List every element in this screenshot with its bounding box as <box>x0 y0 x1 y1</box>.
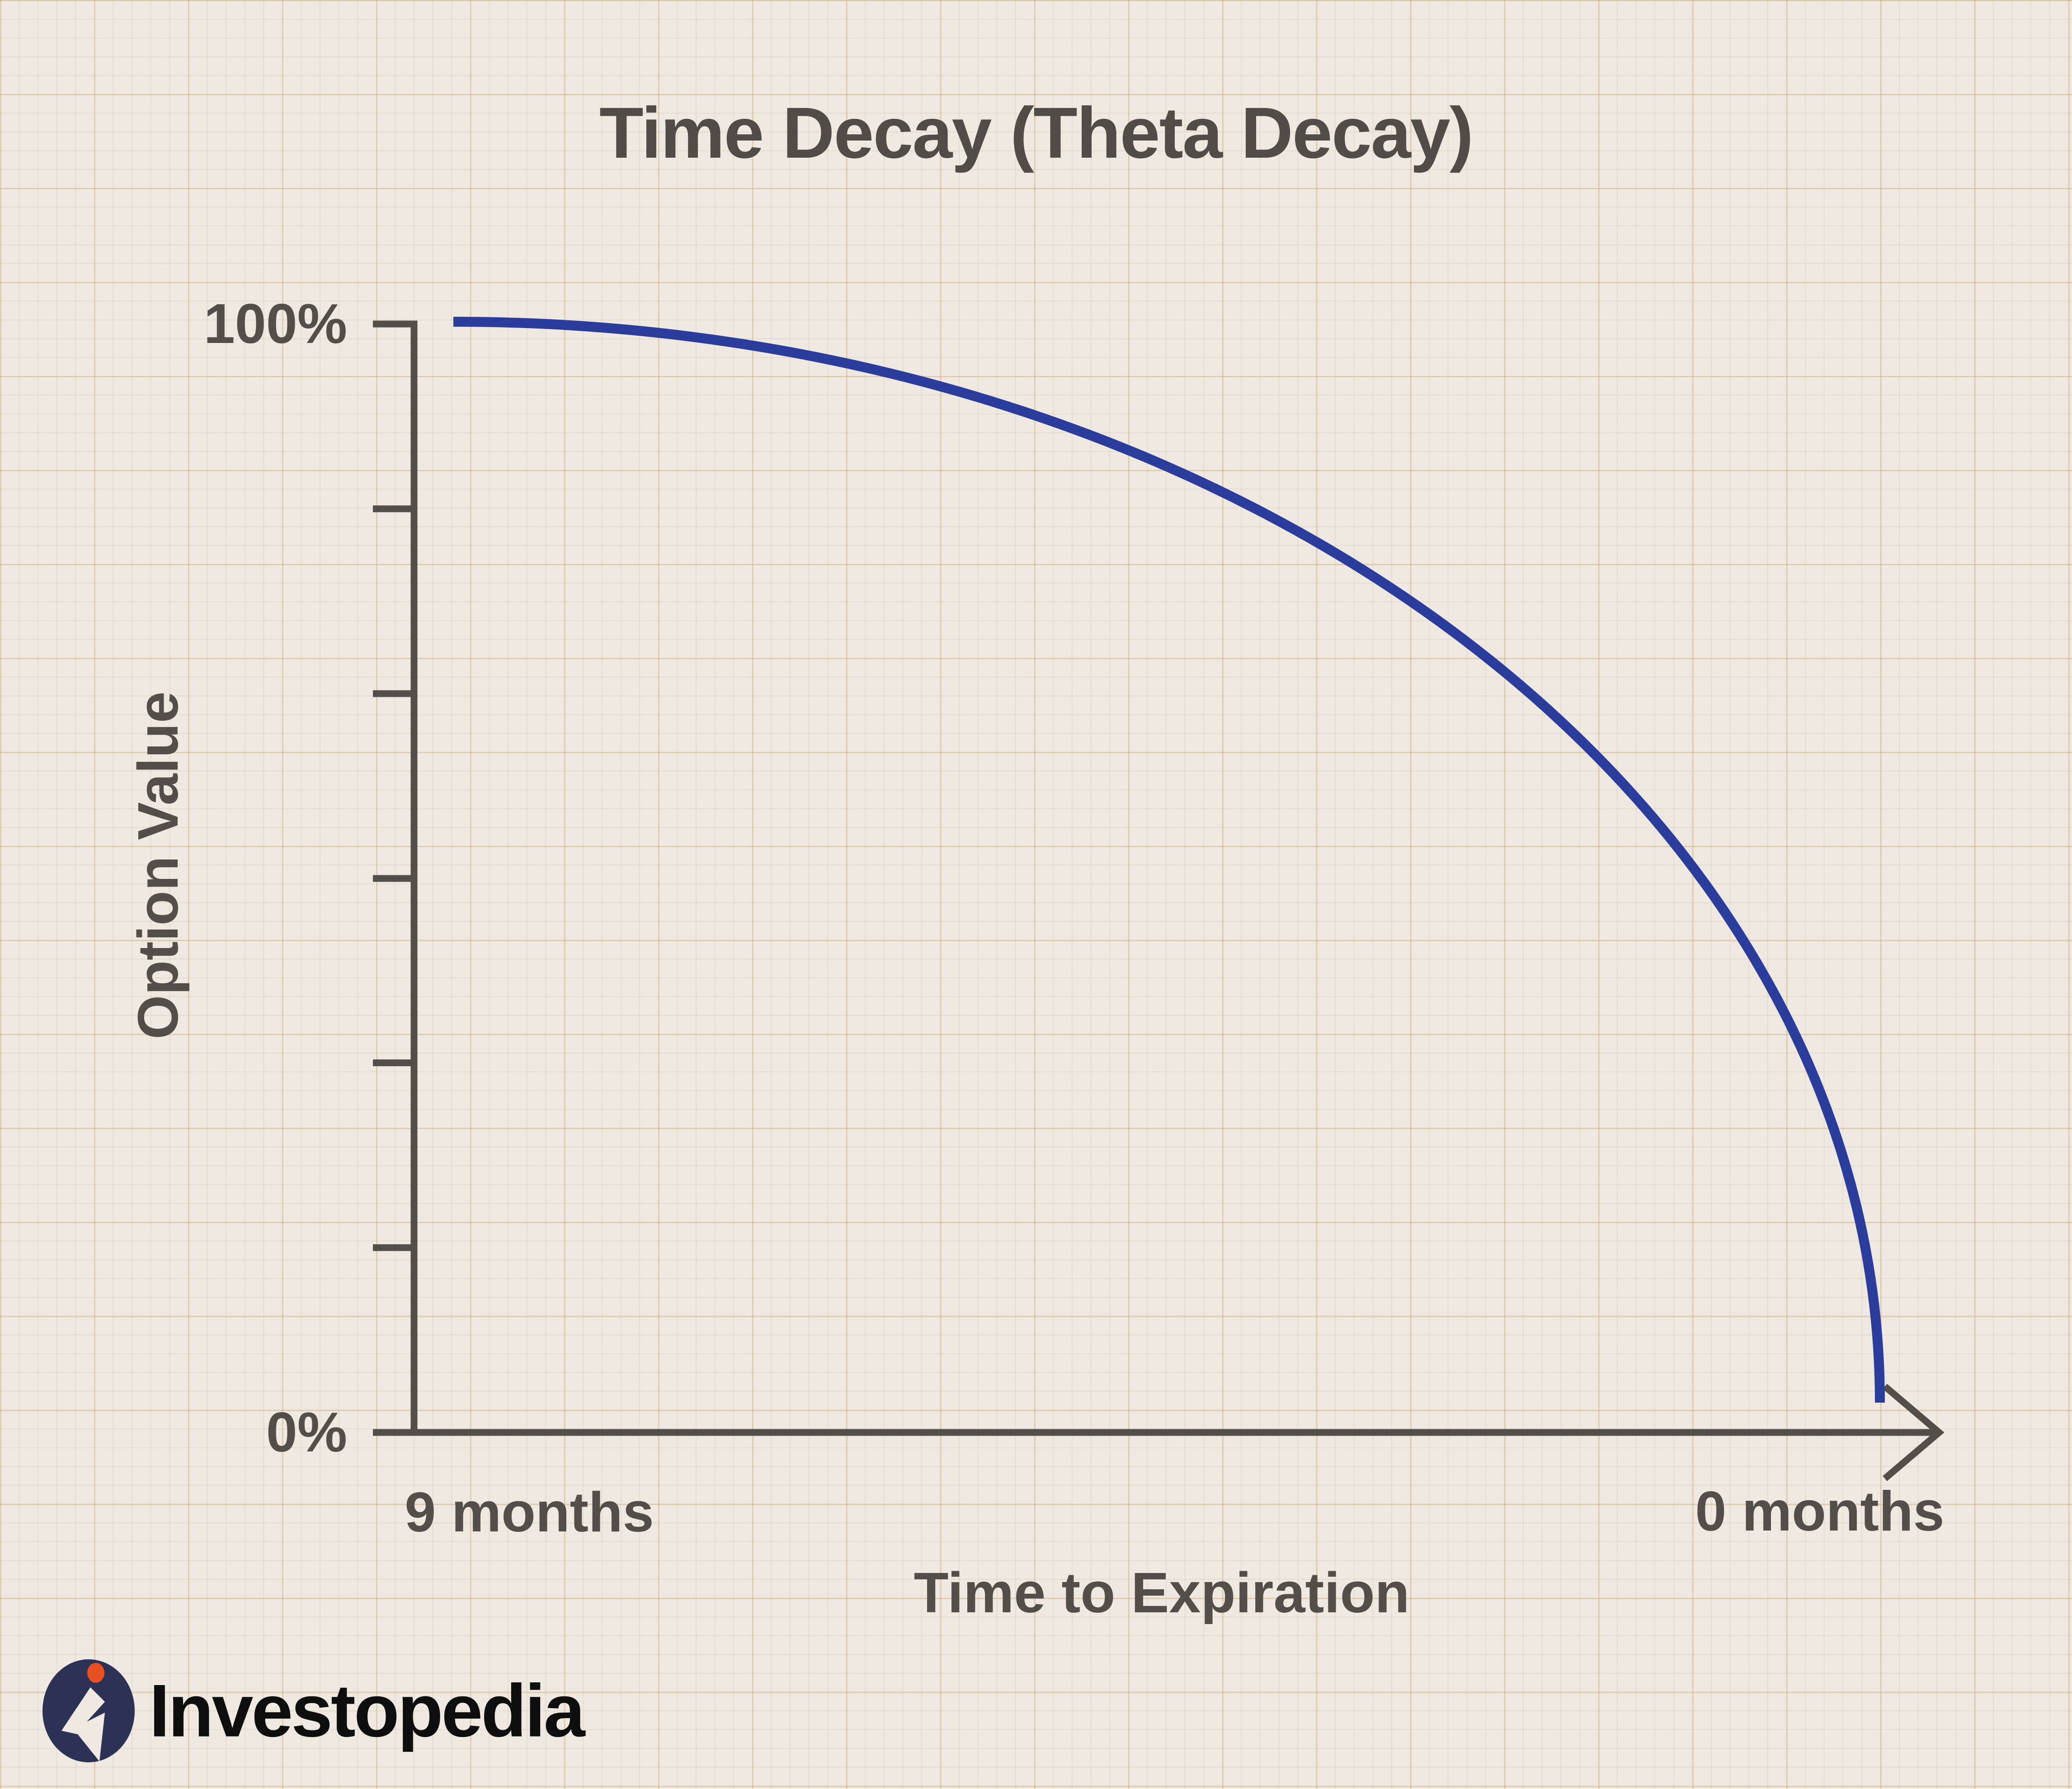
decay-curve <box>453 317 1885 1403</box>
x-axis-label-0-months: 0 months <box>1695 1480 1945 1543</box>
investopedia-logo: Investopedia <box>36 1650 669 1772</box>
x-axis-label-9-months: 9 months <box>405 1481 654 1544</box>
y-axis-title: Option Value <box>126 691 190 1040</box>
logo-bolt-icon <box>61 1687 105 1761</box>
x-axis-title: Time to Expiration <box>914 1561 1410 1625</box>
logo-dot-icon <box>87 1663 104 1683</box>
y-axis-ticks <box>373 505 414 1251</box>
y-axis-label-0: 0% <box>266 1401 347 1464</box>
x-axis-arrowhead-icon <box>1883 1384 1945 1481</box>
investopedia-wordmark: Investopedia <box>149 1669 585 1752</box>
investopedia-logo-icon <box>42 1659 135 1762</box>
chart-title: Time Decay (Theta Decay) <box>599 92 1474 173</box>
y-axis-label-100: 100% <box>203 293 347 355</box>
